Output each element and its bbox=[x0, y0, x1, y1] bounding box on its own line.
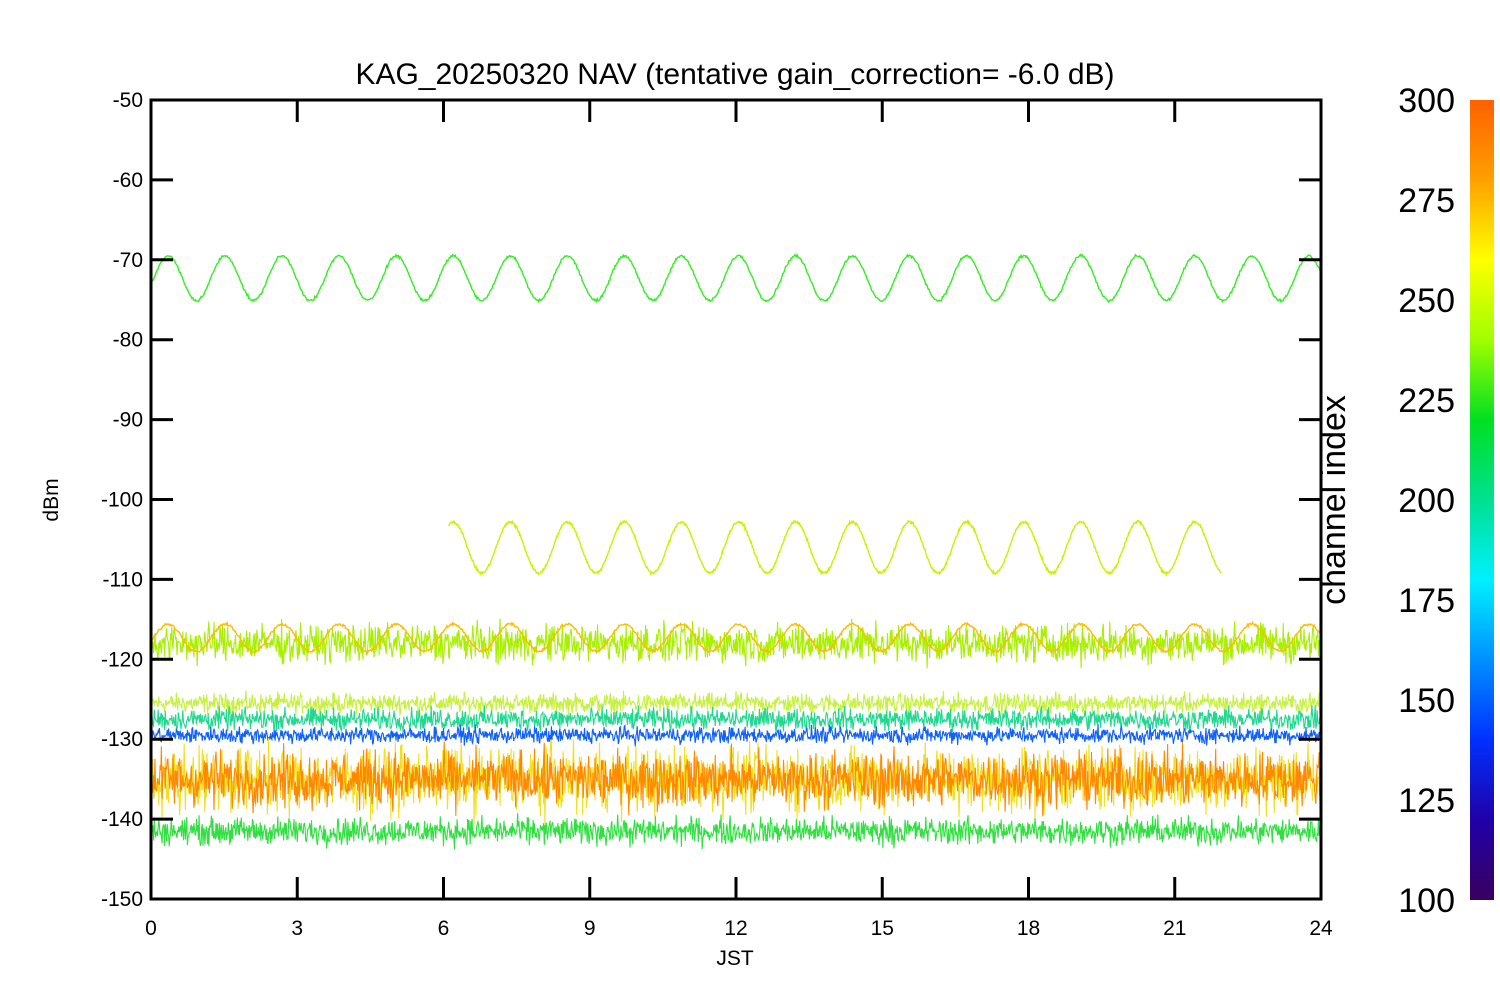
colorbar-tick-label: 125 bbox=[1398, 782, 1455, 820]
chart-title: KAG_20250320 NAV (tentative gain_correct… bbox=[355, 58, 1114, 91]
y-tick-label: -60 bbox=[113, 169, 143, 192]
y-tick-label: -80 bbox=[113, 329, 143, 352]
colorbar-tick-label: 225 bbox=[1398, 382, 1455, 420]
colorbar-tick-label: 300 bbox=[1398, 82, 1455, 120]
colorbar-label: channel index bbox=[1315, 395, 1353, 605]
colorbar bbox=[1470, 100, 1494, 900]
series-230-line bbox=[151, 813, 1321, 850]
y-tick-label: -150 bbox=[101, 888, 143, 911]
series-262-line bbox=[447, 518, 1222, 578]
y-tick-label: -50 bbox=[113, 89, 143, 112]
colorbar-ticks: 300 275 250 225 200 175 150 125 100 bbox=[1398, 82, 1455, 920]
y-tick-label: -110 bbox=[103, 568, 143, 591]
y-axis-label: dBm bbox=[40, 478, 63, 521]
x-tick-label: 18 bbox=[1017, 917, 1040, 940]
series-280-line bbox=[151, 620, 1321, 655]
x-tick-label: 24 bbox=[1309, 917, 1333, 940]
colorbar-tick-label: 250 bbox=[1398, 282, 1455, 320]
x-tick-label: 9 bbox=[584, 917, 596, 940]
y-tick-label: -120 bbox=[101, 648, 143, 671]
series-255-line bbox=[151, 618, 1321, 669]
series-245-line bbox=[151, 252, 1321, 304]
x-tick-label: 0 bbox=[145, 917, 157, 940]
series-200-line bbox=[151, 705, 1321, 734]
series-258-line bbox=[151, 690, 1321, 717]
colorbar-tick-label: 175 bbox=[1398, 582, 1455, 620]
x-tick-label: 12 bbox=[724, 917, 747, 940]
colorbar-tick-label: 275 bbox=[1398, 182, 1455, 220]
y-axis: -50 -60 -70 -80 -90 -100 -110 -120 -130 -140 -150 bbox=[101, 89, 1321, 911]
series-295-line bbox=[151, 741, 1321, 817]
colorbar-tick-label: 100 bbox=[1398, 882, 1455, 920]
y-tick-label: -140 bbox=[101, 808, 143, 831]
colorbar-tick-label: 150 bbox=[1398, 682, 1455, 720]
y-tick-label: -130 bbox=[101, 728, 143, 751]
x-tick-label: 15 bbox=[871, 917, 894, 940]
colorbar-tick-label: 200 bbox=[1398, 482, 1455, 520]
x-tick-label: 3 bbox=[291, 917, 303, 940]
x-axis: 0 3 6 9 12 15 18 21 24 bbox=[145, 100, 1333, 940]
plot-area bbox=[151, 252, 1321, 850]
y-tick-label: -70 bbox=[113, 249, 143, 272]
y-tick-label: -100 bbox=[101, 489, 143, 512]
x-tick-label: 6 bbox=[438, 917, 450, 940]
y-tick-label: -90 bbox=[113, 409, 143, 432]
series-150-line bbox=[151, 723, 1321, 747]
x-axis-label: JST bbox=[716, 947, 754, 970]
x-tick-label: 21 bbox=[1163, 917, 1186, 940]
